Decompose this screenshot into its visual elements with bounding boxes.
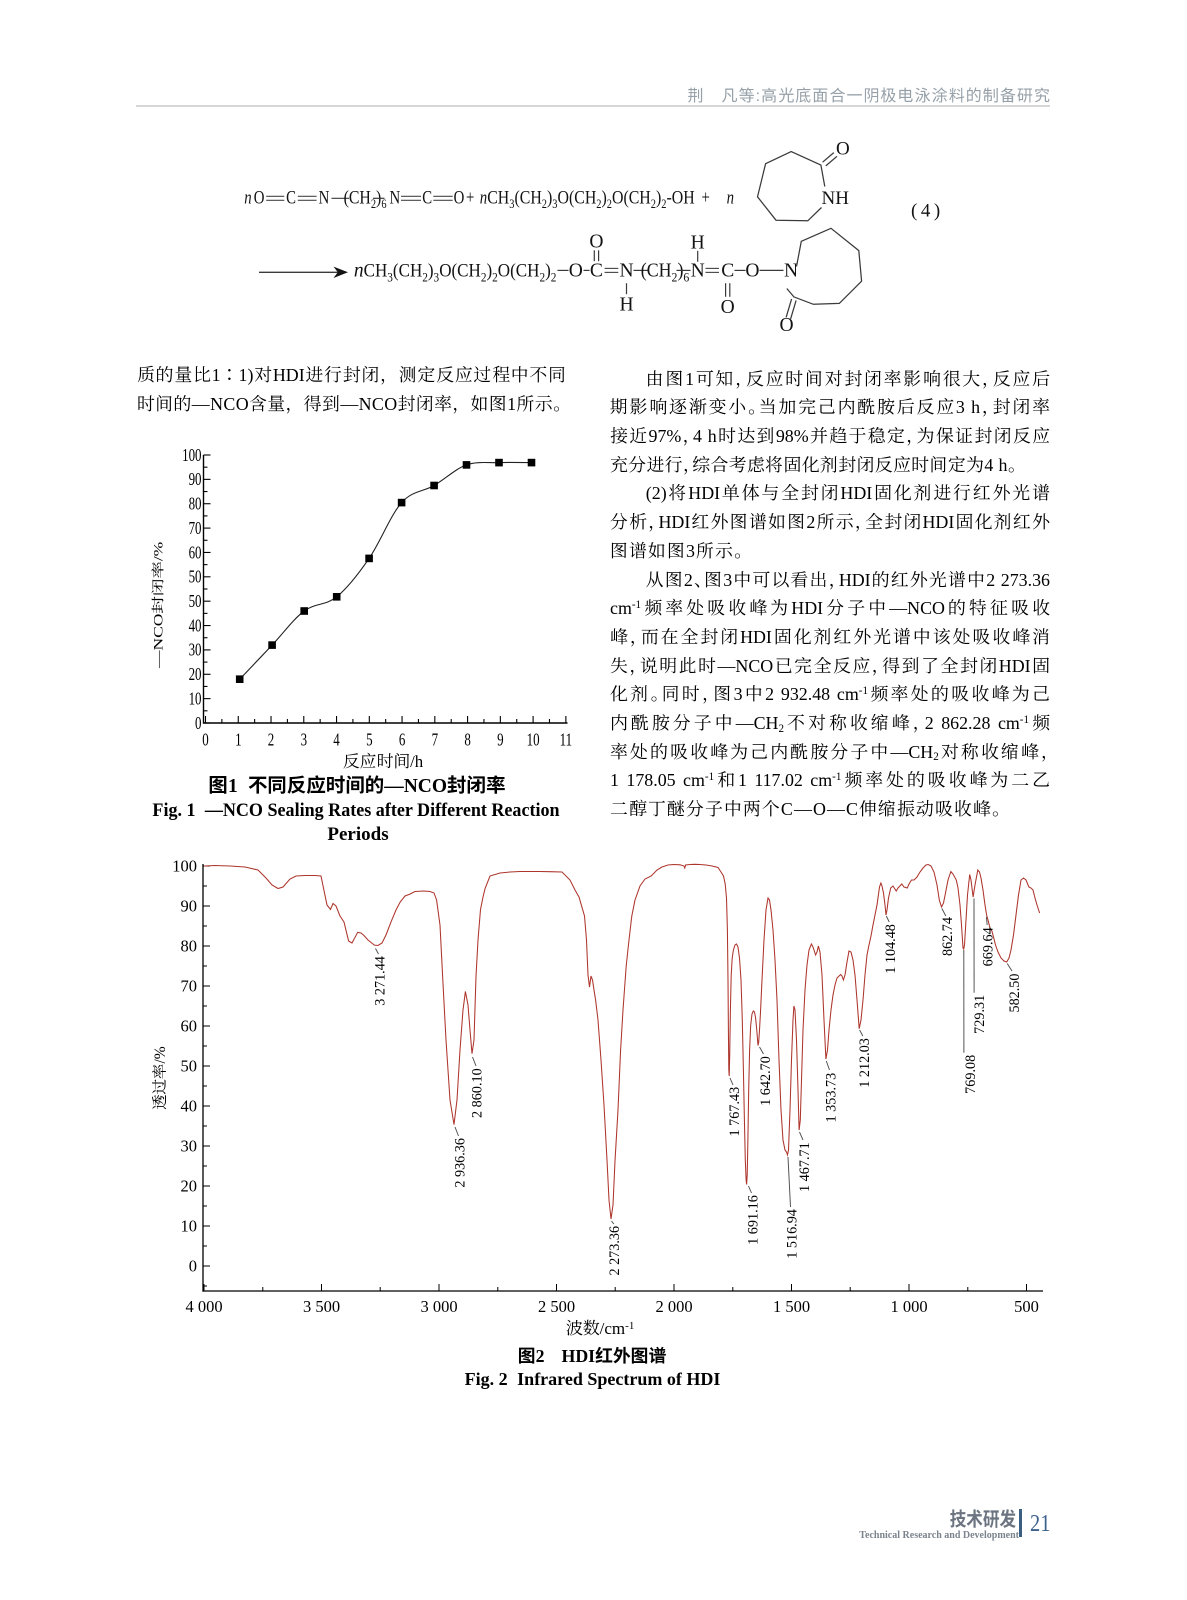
- svg-text:H: H: [691, 233, 705, 254]
- svg-text:2 860.10: 2 860.10: [469, 1068, 485, 1118]
- svg-text:+: +: [466, 187, 474, 208]
- svg-text:(CH2)6: (CH2)6: [344, 186, 387, 211]
- svg-text:O: O: [745, 261, 759, 282]
- svg-text:O: O: [454, 187, 465, 208]
- svg-text:O: O: [836, 139, 850, 160]
- svg-text:(CH2)6: (CH2)6: [641, 260, 690, 284]
- svg-text:5: 5: [366, 731, 373, 750]
- svg-text:60: 60: [189, 544, 202, 563]
- svg-text:2: 2: [268, 731, 274, 750]
- svg-text:4 000: 4 000: [185, 1297, 222, 1316]
- svg-text:2 273.36: 2 273.36: [607, 1226, 623, 1276]
- svg-text:C: C: [721, 261, 734, 282]
- svg-text:H: H: [619, 294, 633, 315]
- svg-text:40: 40: [181, 1097, 198, 1116]
- svg-text:2 936.36: 2 936.36: [453, 1138, 469, 1188]
- svg-text:1 691.16: 1 691.16: [745, 1195, 761, 1245]
- svg-text:N: N: [784, 261, 798, 282]
- svg-text:O: O: [569, 261, 583, 282]
- svg-text:90: 90: [181, 897, 198, 916]
- svg-text:9: 9: [497, 731, 504, 750]
- svg-text:80: 80: [181, 937, 198, 956]
- svg-text:C: C: [422, 187, 432, 208]
- svg-text:N: N: [619, 261, 633, 282]
- svg-text:N: N: [390, 187, 401, 208]
- svg-text:+: +: [702, 187, 710, 208]
- svg-text:10: 10: [527, 731, 540, 750]
- svg-text:O: O: [721, 297, 735, 318]
- svg-text:70: 70: [189, 519, 202, 538]
- svg-text:1 767.43: 1 767.43: [727, 1087, 743, 1137]
- svg-text:862.74: 862.74: [940, 917, 956, 956]
- svg-text:100: 100: [172, 857, 197, 876]
- svg-text:6: 6: [399, 731, 406, 750]
- svg-text:C: C: [590, 261, 603, 282]
- svg-text:7: 7: [432, 731, 439, 750]
- svg-text:1 212.03: 1 212.03: [857, 1038, 873, 1088]
- svg-text:—NCO封闭率/%: —NCO封闭率/%: [151, 542, 166, 670]
- svg-text:80: 80: [189, 495, 202, 514]
- svg-text:3 500: 3 500: [303, 1297, 340, 1316]
- svg-text:1 642.70: 1 642.70: [758, 1056, 774, 1106]
- svg-text:1 467.71: 1 467.71: [797, 1142, 813, 1192]
- svg-text:O: O: [779, 315, 793, 336]
- svg-text:2 500: 2 500: [538, 1297, 575, 1316]
- svg-text:N: N: [319, 187, 330, 208]
- svg-text:30: 30: [189, 641, 202, 660]
- svg-text:0: 0: [195, 714, 202, 733]
- svg-text:500: 500: [1014, 1297, 1039, 1316]
- svg-text:4: 4: [333, 731, 340, 750]
- svg-text:n: n: [354, 261, 364, 282]
- svg-text:N: N: [691, 261, 705, 282]
- svg-text:769.08: 769.08: [963, 1055, 979, 1094]
- svg-text:n: n: [727, 187, 734, 208]
- svg-text:729.31: 729.31: [972, 995, 988, 1034]
- svg-text:70: 70: [181, 977, 198, 996]
- svg-text:C: C: [286, 187, 296, 208]
- svg-text:50: 50: [189, 568, 202, 587]
- svg-text:2 000: 2 000: [655, 1297, 692, 1316]
- svg-text:1 516.94: 1 516.94: [785, 1209, 801, 1259]
- svg-text:40: 40: [189, 617, 202, 636]
- svg-text:20: 20: [181, 1177, 198, 1196]
- svg-text:1 500: 1 500: [773, 1297, 810, 1316]
- svg-text:50: 50: [181, 1057, 198, 1076]
- svg-text:1 104.48: 1 104.48: [883, 924, 899, 974]
- svg-text:CH3(CH2)3O(CH2)2O(CH2)2: CH3(CH2)3O(CH2)2O(CH2)2: [364, 260, 557, 285]
- svg-text:50: 50: [189, 592, 202, 611]
- svg-text:90: 90: [189, 470, 202, 489]
- svg-text:669.64: 669.64: [981, 927, 997, 966]
- svg-text:8: 8: [464, 731, 471, 750]
- svg-text:11: 11: [560, 731, 572, 750]
- svg-text:3 000: 3 000: [420, 1297, 457, 1316]
- svg-text:0: 0: [202, 731, 209, 750]
- svg-text:30: 30: [181, 1137, 198, 1156]
- svg-text:CH3(CH2)3O(CH2)2O(CH2)2-OH: CH3(CH2)3O(CH2)2O(CH2)2-OH: [487, 186, 695, 211]
- svg-text:波数/cm-1: 波数/cm-1: [566, 1319, 635, 1338]
- svg-text:n: n: [480, 187, 487, 208]
- svg-text:100: 100: [182, 446, 202, 465]
- svg-text:0: 0: [189, 1257, 197, 1276]
- svg-text:n: n: [244, 187, 251, 208]
- svg-text:3: 3: [301, 731, 308, 750]
- svg-text:O: O: [589, 231, 603, 252]
- svg-text:10: 10: [181, 1217, 198, 1236]
- svg-text:60: 60: [181, 1017, 198, 1036]
- svg-text:透过率/%: 透过率/%: [151, 1046, 169, 1110]
- svg-text:1: 1: [235, 731, 241, 750]
- svg-text:1 000: 1 000: [890, 1297, 927, 1316]
- svg-text:3 271.44: 3 271.44: [372, 956, 388, 1006]
- svg-text:O: O: [254, 187, 265, 208]
- svg-text:NH: NH: [822, 188, 850, 209]
- svg-text:10: 10: [189, 690, 202, 709]
- svg-text:1 353.73: 1 353.73: [824, 1073, 840, 1123]
- svg-text:(4): (4): [911, 201, 944, 222]
- svg-text:582.50: 582.50: [1007, 974, 1023, 1013]
- svg-text:20: 20: [189, 665, 202, 684]
